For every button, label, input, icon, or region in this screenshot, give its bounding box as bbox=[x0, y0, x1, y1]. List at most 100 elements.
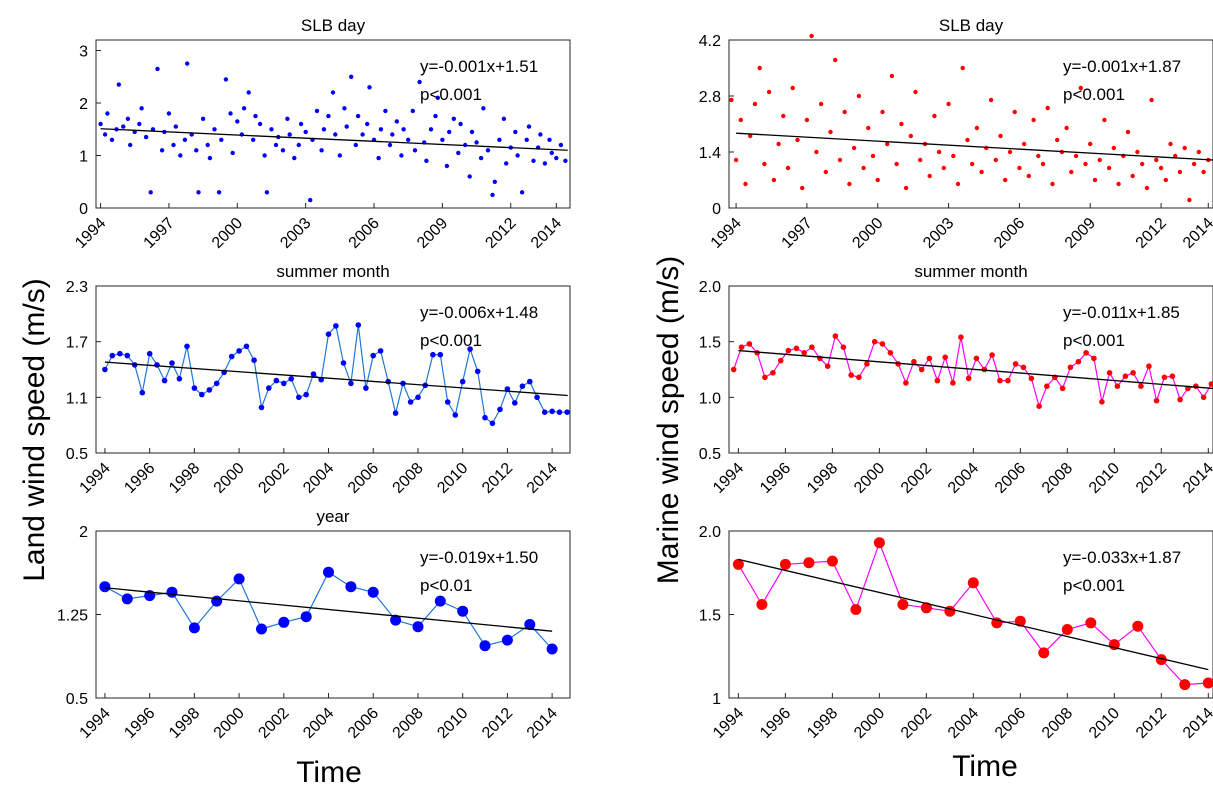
data-point bbox=[998, 133, 1003, 139]
data-point bbox=[412, 148, 418, 153]
data-point bbox=[777, 357, 784, 364]
data-point bbox=[828, 129, 833, 135]
x-tick-label: 2006 bbox=[345, 460, 382, 497]
data-point bbox=[1091, 355, 1097, 362]
data-point bbox=[913, 89, 918, 95]
data-point bbox=[1106, 370, 1113, 376]
data-point bbox=[213, 380, 220, 387]
data-point bbox=[781, 113, 786, 119]
data-point bbox=[911, 358, 917, 365]
data-point bbox=[212, 127, 217, 132]
data-point bbox=[269, 127, 274, 132]
data-point bbox=[795, 137, 800, 143]
data-point bbox=[330, 90, 336, 95]
data-point bbox=[474, 140, 479, 145]
data-point bbox=[303, 391, 310, 398]
data-point bbox=[524, 619, 536, 630]
data-point bbox=[337, 153, 342, 158]
x-tick-label: 2010 bbox=[1086, 705, 1123, 742]
p-value: p<0.001 bbox=[1063, 331, 1125, 350]
data-point bbox=[993, 157, 998, 163]
x-tick-label: 1994 bbox=[710, 705, 747, 742]
data-point bbox=[1140, 161, 1145, 167]
data-point bbox=[818, 101, 824, 107]
data-point bbox=[258, 404, 265, 411]
data-point bbox=[257, 121, 263, 127]
data-point bbox=[979, 169, 984, 175]
data-point bbox=[541, 409, 548, 416]
data-point bbox=[732, 558, 744, 570]
data-point bbox=[563, 158, 568, 163]
data-point bbox=[363, 385, 369, 391]
data-point bbox=[837, 157, 843, 163]
data-point bbox=[1092, 177, 1098, 183]
data-point bbox=[154, 362, 160, 368]
data-point bbox=[538, 132, 543, 137]
data-point bbox=[481, 106, 486, 111]
y-tick-label: 2.0 bbox=[699, 524, 721, 541]
y-tick-label: 1 bbox=[712, 691, 721, 708]
data-point bbox=[934, 377, 941, 384]
data-point bbox=[1040, 161, 1046, 167]
data-point bbox=[1067, 364, 1074, 371]
data-point bbox=[417, 79, 422, 85]
data-point bbox=[770, 370, 776, 376]
x-tick-label: 2000 bbox=[849, 215, 886, 252]
data-point bbox=[800, 185, 805, 191]
x-tick-label: 2012 bbox=[1133, 460, 1170, 497]
left-x-axis-label: Time bbox=[296, 756, 362, 789]
data-point bbox=[1130, 370, 1136, 376]
data-point bbox=[1138, 383, 1144, 390]
data-point bbox=[1161, 374, 1168, 381]
data-point bbox=[109, 137, 115, 142]
data-point bbox=[489, 420, 496, 427]
data-point bbox=[251, 137, 256, 142]
data-point bbox=[387, 142, 393, 148]
data-point bbox=[161, 377, 168, 384]
data-point bbox=[430, 351, 436, 358]
x-tick-label: 2004 bbox=[945, 705, 982, 742]
data-point bbox=[264, 190, 270, 195]
data-point bbox=[348, 380, 354, 387]
data-point bbox=[239, 132, 244, 137]
data-point bbox=[746, 341, 753, 347]
data-point bbox=[842, 109, 847, 115]
data-point bbox=[121, 593, 133, 605]
data-point bbox=[296, 142, 301, 148]
data-point bbox=[1097, 157, 1102, 163]
data-point bbox=[102, 132, 108, 137]
y-tick-label: 1.7 bbox=[66, 335, 88, 352]
data-point bbox=[1014, 615, 1026, 627]
x-tick-label: 2004 bbox=[945, 460, 982, 497]
data-point bbox=[1075, 358, 1082, 365]
y-tick-label: 0.5 bbox=[66, 446, 88, 463]
data-point bbox=[228, 353, 235, 360]
data-point bbox=[1177, 396, 1183, 403]
data-point bbox=[262, 153, 267, 158]
data-point bbox=[377, 348, 384, 354]
data-point bbox=[219, 137, 224, 142]
data-point bbox=[349, 74, 354, 80]
data-point bbox=[497, 406, 503, 413]
x-tick-label: 2010 bbox=[1086, 460, 1123, 497]
data-point bbox=[1078, 85, 1084, 91]
y-tick-label: 2 bbox=[79, 96, 88, 113]
data-point bbox=[235, 119, 240, 124]
y-tick-label: 0 bbox=[79, 201, 88, 218]
data-point bbox=[300, 611, 312, 623]
x-tick-label: 2012 bbox=[479, 460, 516, 497]
x-tick-label: 1998 bbox=[804, 705, 841, 742]
data-point bbox=[456, 150, 461, 156]
data-point bbox=[124, 352, 131, 359]
data-point bbox=[738, 117, 743, 123]
trend-line bbox=[738, 349, 1213, 390]
x-tick-label: 1998 bbox=[166, 460, 203, 497]
data-point bbox=[1036, 153, 1041, 159]
plot-frame bbox=[728, 39, 1213, 209]
data-point bbox=[733, 157, 739, 163]
y-tick-label: 2.3 bbox=[66, 279, 88, 296]
data-point bbox=[196, 190, 201, 195]
data-point bbox=[342, 106, 347, 111]
data-point bbox=[833, 57, 838, 63]
data-point bbox=[392, 410, 399, 416]
